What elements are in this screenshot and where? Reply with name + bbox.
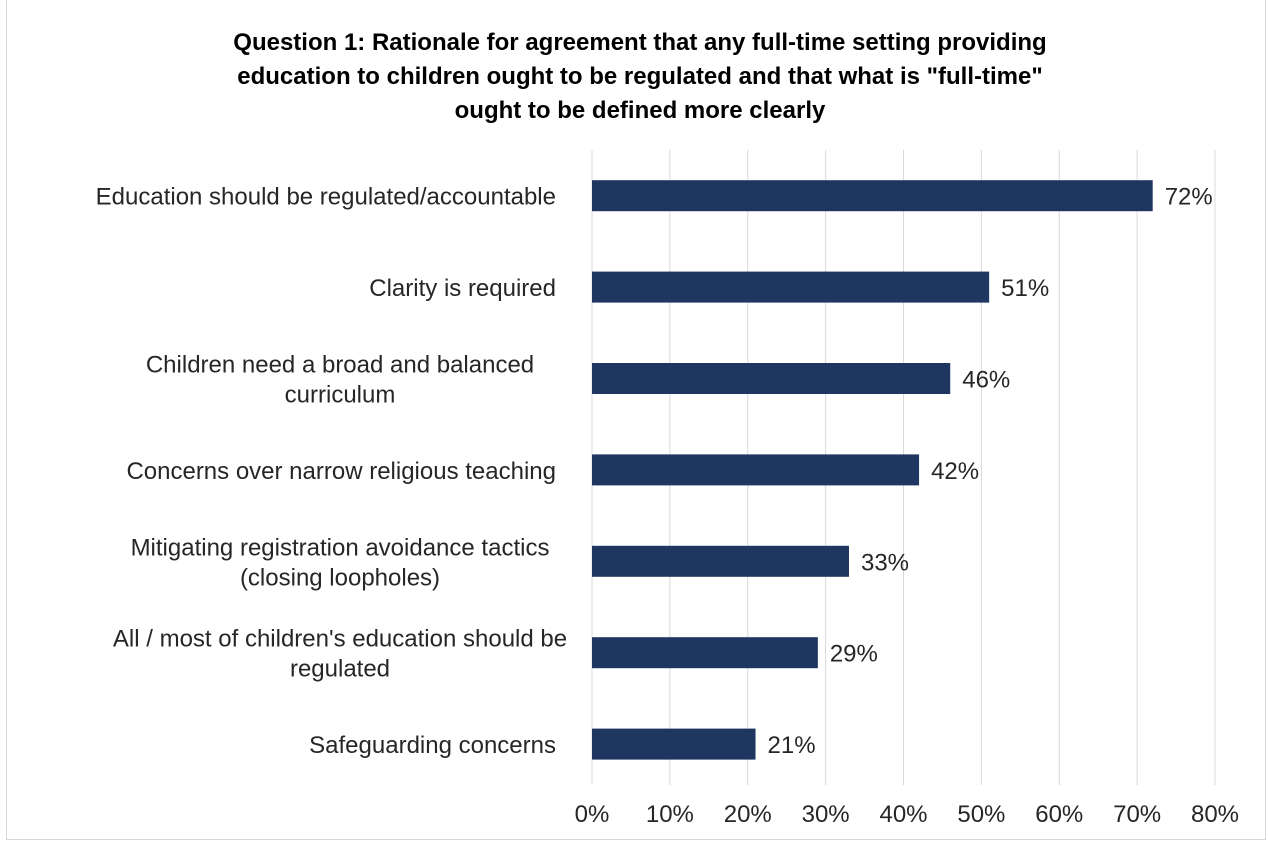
data-label: 51%: [1001, 275, 1049, 302]
x-tick-label: 50%: [957, 801, 1005, 828]
category-label-line: curriculum: [285, 382, 396, 409]
category-label: Education should be regulated/accountabl…: [96, 184, 556, 211]
data-label: 33%: [861, 549, 909, 576]
bar: [592, 546, 849, 577]
category-label-line: (closing loopholes): [240, 564, 440, 591]
bar: [592, 637, 818, 668]
x-tick-label: 80%: [1191, 801, 1239, 828]
category-label-line: regulated: [290, 656, 390, 683]
category-label: Mitigating registration avoidance tactic…: [131, 534, 550, 591]
category-label: Concerns over narrow religious teaching: [126, 458, 556, 485]
bar: [592, 272, 989, 303]
data-label: 42%: [931, 458, 979, 485]
x-tick-label: 20%: [724, 801, 772, 828]
category-label-line: Mitigating registration avoidance tactic…: [131, 534, 550, 561]
data-label: 72%: [1165, 184, 1213, 211]
category-label: Safeguarding concerns: [309, 732, 556, 759]
category-label: All / most of children's education shoul…: [113, 626, 567, 683]
category-label-line: Concerns over narrow religious teaching: [126, 458, 556, 485]
data-label: 29%: [830, 641, 878, 668]
x-tick-label: 60%: [1035, 801, 1083, 828]
bar: [592, 454, 919, 485]
category-label-line: Children need a broad and balanced: [146, 352, 534, 379]
category-label-line: All / most of children's education shoul…: [113, 626, 567, 653]
x-tick-label: 0%: [575, 801, 610, 828]
x-tick-label: 70%: [1113, 801, 1161, 828]
x-tick-label: 40%: [879, 801, 927, 828]
category-label: Children need a broad and balanced curric…: [146, 352, 534, 409]
bar: [592, 729, 756, 760]
x-tick-label: 10%: [646, 801, 694, 828]
data-label: 46%: [962, 367, 1010, 394]
category-label-line: Education should be regulated/accountabl…: [96, 184, 556, 211]
data-label: 21%: [768, 732, 816, 759]
category-label-line: Clarity is required: [369, 275, 556, 302]
x-tick-label: 30%: [802, 801, 850, 828]
category-label-line: Safeguarding concerns: [309, 732, 556, 759]
category-label: Clarity is required: [369, 275, 556, 302]
bar: [592, 180, 1153, 211]
bar: [592, 363, 950, 394]
